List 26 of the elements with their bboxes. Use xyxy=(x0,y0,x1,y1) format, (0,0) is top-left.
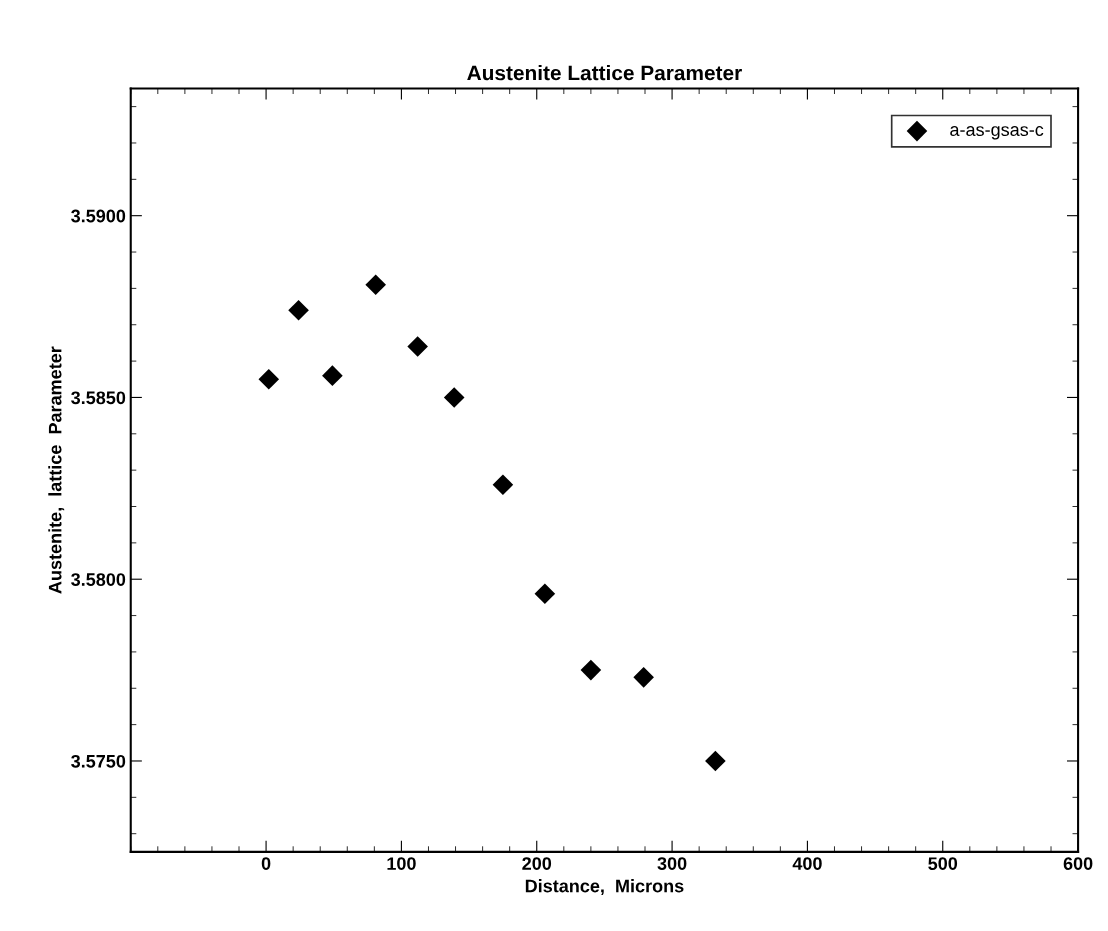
x-tick-label: 300 xyxy=(657,857,687,871)
point xyxy=(534,583,556,605)
y-axis-title: Austenite, lattice Parameter xyxy=(48,346,65,594)
x-tick-label: 500 xyxy=(928,857,958,870)
chart-title: Austenite Lattice Parameter xyxy=(467,65,742,81)
x-tick-label: 200 xyxy=(522,857,552,870)
point xyxy=(365,274,386,296)
point xyxy=(322,365,343,386)
y-tick-label: 3.5850 xyxy=(71,391,126,405)
x-axis-title: Distance, Microns xyxy=(525,879,684,895)
point xyxy=(407,336,428,357)
y-tick-label: 3.5800 xyxy=(71,573,126,586)
legend-label: a-as-gsas-c xyxy=(950,126,1044,140)
point xyxy=(492,474,514,495)
point xyxy=(288,299,309,321)
x-tick-label: 0 xyxy=(261,857,271,870)
point xyxy=(443,387,465,408)
point xyxy=(258,368,280,390)
y-tick-label: 3.5750 xyxy=(71,754,126,768)
point xyxy=(705,750,726,772)
x-tick-label: 400 xyxy=(792,857,822,870)
x-tick-label: 600 xyxy=(1063,857,1093,870)
point xyxy=(580,659,602,681)
x-tick-label: 100 xyxy=(387,857,416,870)
point xyxy=(633,667,654,688)
y-tick-label: 3.5900 xyxy=(71,209,126,223)
